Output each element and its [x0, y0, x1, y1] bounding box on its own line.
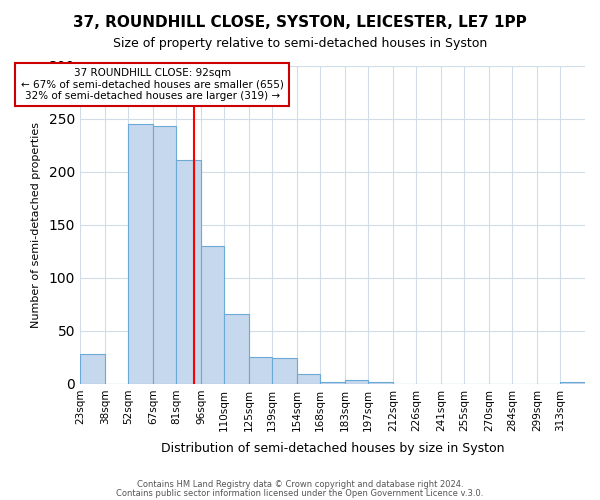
Bar	[368, 382, 393, 384]
Bar	[272, 358, 297, 384]
Y-axis label: Number of semi-detached properties: Number of semi-detached properties	[31, 122, 41, 328]
Bar	[560, 382, 585, 384]
Bar	[153, 126, 176, 384]
Text: Contains public sector information licensed under the Open Government Licence v.: Contains public sector information licen…	[116, 488, 484, 498]
Bar	[320, 382, 345, 384]
Bar	[128, 124, 153, 384]
Bar	[224, 314, 249, 384]
Bar	[201, 246, 224, 384]
X-axis label: Distribution of semi-detached houses by size in Syston: Distribution of semi-detached houses by …	[161, 442, 505, 455]
Text: 37 ROUNDHILL CLOSE: 92sqm
← 67% of semi-detached houses are smaller (655)
32% of: 37 ROUNDHILL CLOSE: 92sqm ← 67% of semi-…	[20, 68, 284, 101]
Text: 37, ROUNDHILL CLOSE, SYSTON, LEICESTER, LE7 1PP: 37, ROUNDHILL CLOSE, SYSTON, LEICESTER, …	[73, 15, 527, 30]
Bar	[297, 374, 320, 384]
Bar	[80, 354, 105, 384]
Text: Contains HM Land Registry data © Crown copyright and database right 2024.: Contains HM Land Registry data © Crown c…	[137, 480, 463, 489]
Bar	[345, 380, 368, 384]
Bar	[176, 160, 201, 384]
Bar	[249, 358, 272, 384]
Text: Size of property relative to semi-detached houses in Syston: Size of property relative to semi-detach…	[113, 38, 487, 51]
